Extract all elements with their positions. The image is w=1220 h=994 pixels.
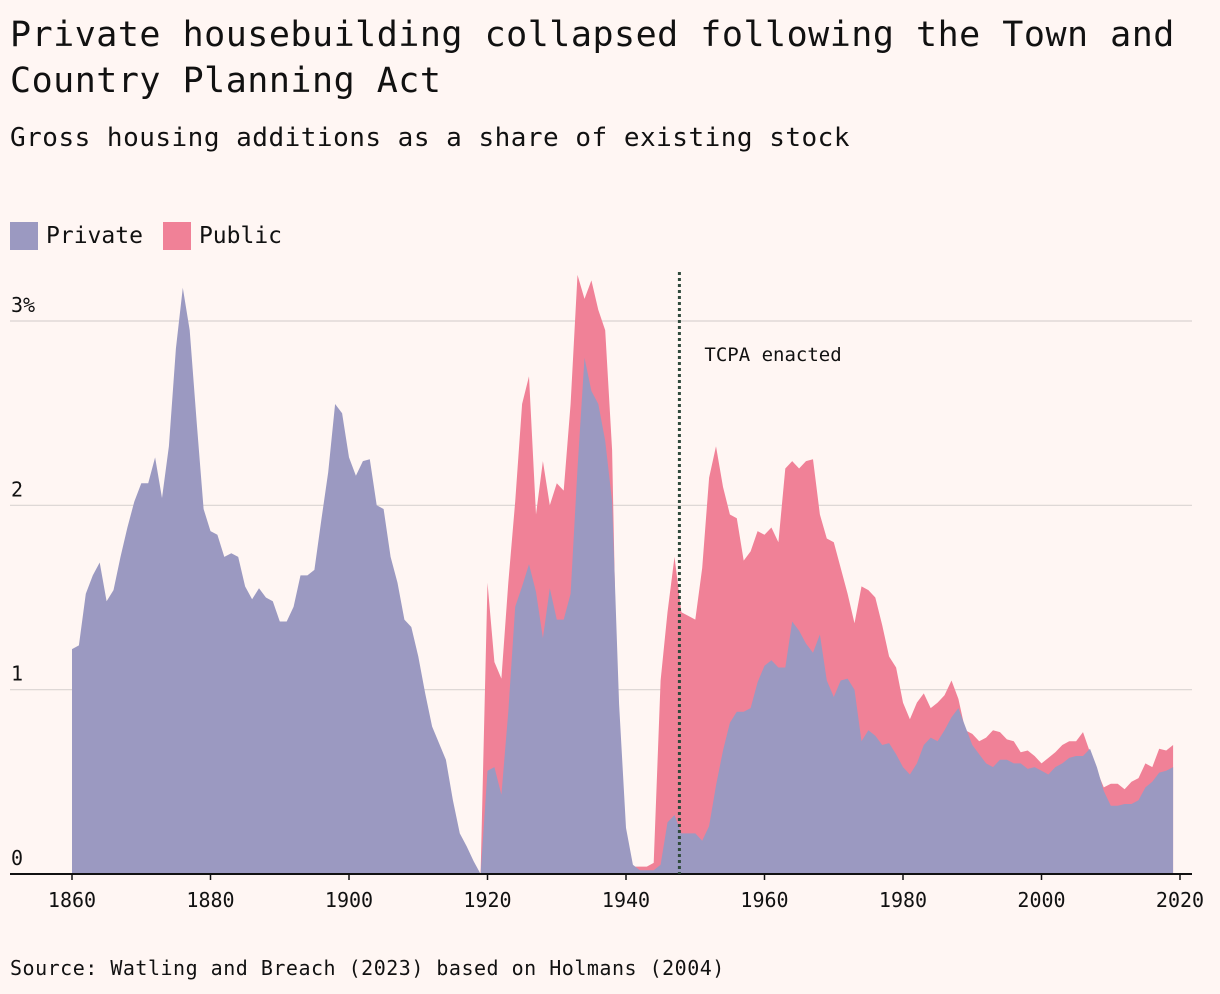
tcpa-annotation-label: TCPA enacted xyxy=(704,344,841,366)
y-tick-label-0: 0 xyxy=(11,846,23,870)
x-tick-label-1960: 1960 xyxy=(740,888,788,912)
y-tick-label-1: 1 xyxy=(11,662,23,686)
x-tick-label-1860: 1860 xyxy=(48,888,96,912)
source-note: Source: Watling and Breach (2023) based … xyxy=(10,956,725,980)
legend-label-private: Private xyxy=(46,223,143,249)
x-tick-label-2020: 2020 xyxy=(1156,888,1204,912)
series-area-private xyxy=(72,287,1174,874)
legend-swatch-private xyxy=(10,222,38,250)
legend-label-public: Public xyxy=(198,223,283,249)
y-tick-label-2: 2 xyxy=(11,477,23,501)
x-tick-label-2000: 2000 xyxy=(1017,888,1065,912)
chart-legend: Private Public xyxy=(10,222,302,250)
x-tick-label-1900: 1900 xyxy=(325,888,373,912)
x-tick-label-1940: 1940 xyxy=(602,888,650,912)
chart-subtitle: Gross housing additions as a share of ex… xyxy=(10,123,850,153)
legend-item-public: Public xyxy=(162,222,283,250)
x-tick-label-1880: 1880 xyxy=(186,888,234,912)
chart-title: Private housebuilding collapsed followin… xyxy=(10,15,1175,101)
legend-item-private: Private xyxy=(10,222,143,250)
y-tick-label-3: 3% xyxy=(11,293,35,317)
legend-swatch-public xyxy=(162,222,191,250)
series-area-public xyxy=(72,274,1174,874)
x-tick-label-1980: 1980 xyxy=(879,888,927,912)
x-tick-label-1920: 1920 xyxy=(463,888,511,912)
